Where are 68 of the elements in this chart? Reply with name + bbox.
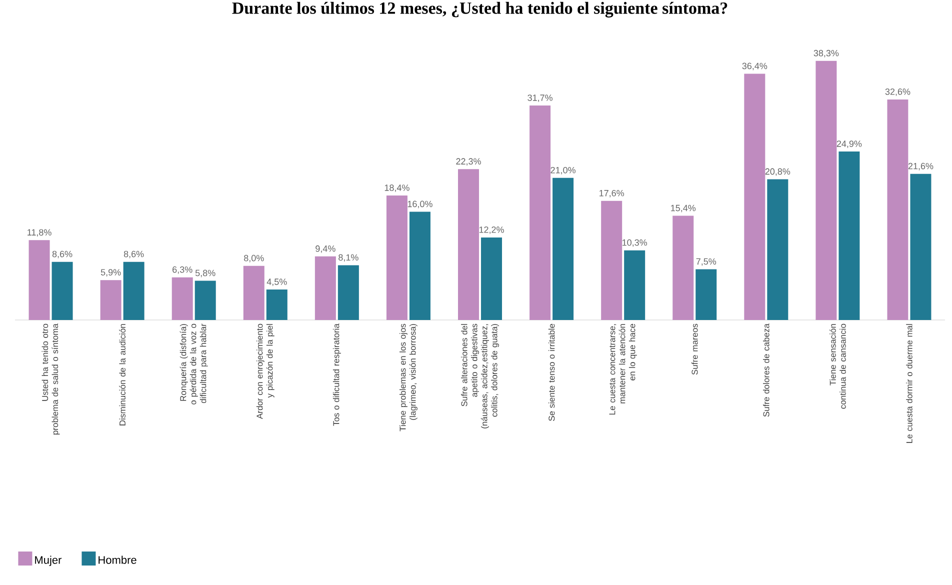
- data-label: 21,6%: [908, 162, 934, 170]
- bar: [816, 60, 837, 320]
- data-label: 8,1%: [338, 254, 358, 262]
- data-label: 10,3%: [622, 239, 648, 247]
- data-label: 15,4%: [671, 204, 696, 212]
- x-tick-label: Tiene sensación continua de cansancio: [830, 324, 846, 409]
- bar: [696, 269, 717, 320]
- bar: [767, 179, 788, 320]
- data-label: 5,8%: [195, 270, 216, 278]
- data-label: 24,9%: [836, 140, 862, 148]
- x-tick-label: Tiene problemas en los ojos (lagrimeo, visión borrosa): [400, 324, 418, 432]
- data-label: 12,2%: [479, 226, 504, 234]
- x-tick-label: Ronquería (disfonía) o pérdida de la voz o dificultad para hablar: [180, 324, 208, 404]
- bar: [530, 106, 551, 320]
- data-label: 8,0%: [244, 254, 264, 262]
- x-tick-label: Sufre dolores de cabeza: [763, 324, 770, 417]
- data-label: 8,6%: [124, 250, 144, 258]
- x-tick-label: Sufre mareos: [692, 324, 698, 375]
- bar: [172, 277, 193, 320]
- x-tick-label: Le cuesta concentrarse, mantener la atención en lo que hace: [609, 324, 637, 414]
- bar: [314, 256, 336, 320]
- bar: [910, 174, 932, 320]
- data-label: 31,7%: [528, 94, 552, 102]
- data-label: 21,0%: [550, 166, 576, 174]
- x-tick-label: Tos o dificultad respiratoria: [332, 324, 341, 426]
- data-label: 11,8%: [28, 229, 52, 237]
- data-label: 4,5%: [266, 278, 287, 286]
- bar: [243, 266, 264, 320]
- bar: [838, 152, 860, 320]
- data-label: 6,3%: [172, 266, 192, 274]
- bar: [624, 250, 646, 320]
- bar: [744, 74, 766, 320]
- data-label: 22,3%: [456, 158, 481, 166]
- bar: [601, 200, 622, 320]
- bar: [409, 212, 430, 320]
- x-tick-label: Le cuesta dormir o duerme mal: [906, 324, 912, 443]
- bar: [266, 290, 288, 320]
- x-tick-label: Se siente tenso o irritable: [548, 324, 555, 421]
- bar: [458, 169, 480, 320]
- data-label: 20,8%: [765, 168, 790, 176]
- bar: [100, 280, 122, 320]
- bar: [338, 265, 359, 320]
- x-tick-label: Ardor con enrojecimiento y picazón de la piel: [256, 324, 274, 419]
- data-label: 17,6%: [600, 190, 624, 198]
- x-tick-label: Sufre alteraciones del apetito o digestivas (náuseas, acidez,estitiquez, colitis, dolores de guata): [461, 324, 499, 428]
- x-tick-label: Usted ha tenido otro problema de salud o síntoma: [42, 324, 60, 434]
- chart-title: Durante los últimos 12 meses, ¿Usted ha tenido el siguiente síntoma?: [232, 2, 728, 18]
- bar: [672, 216, 694, 320]
- data-label: 9,4%: [316, 245, 336, 253]
- bar: [52, 262, 73, 320]
- legend-label: Mujer: [35, 556, 62, 566]
- x-tick-label: Disminución de la audición: [119, 324, 126, 426]
- bar: [123, 262, 144, 320]
- data-label: 5,9%: [100, 269, 121, 277]
- data-label: 32,6%: [885, 88, 910, 96]
- bar: [194, 280, 216, 320]
- data-label: 18,4%: [384, 184, 410, 192]
- data-label: 7,5%: [696, 258, 716, 266]
- bar: [552, 178, 574, 320]
- data-label: 36,4%: [742, 62, 768, 70]
- bar: [386, 196, 408, 320]
- bar: [481, 237, 502, 320]
- legend-label: Hombre: [98, 556, 136, 564]
- bar: [887, 99, 908, 320]
- data-label: 16,0%: [408, 200, 432, 208]
- bar: [28, 240, 50, 320]
- data-label: 38,3%: [814, 50, 839, 58]
- data-label: 8,6%: [52, 250, 72, 258]
